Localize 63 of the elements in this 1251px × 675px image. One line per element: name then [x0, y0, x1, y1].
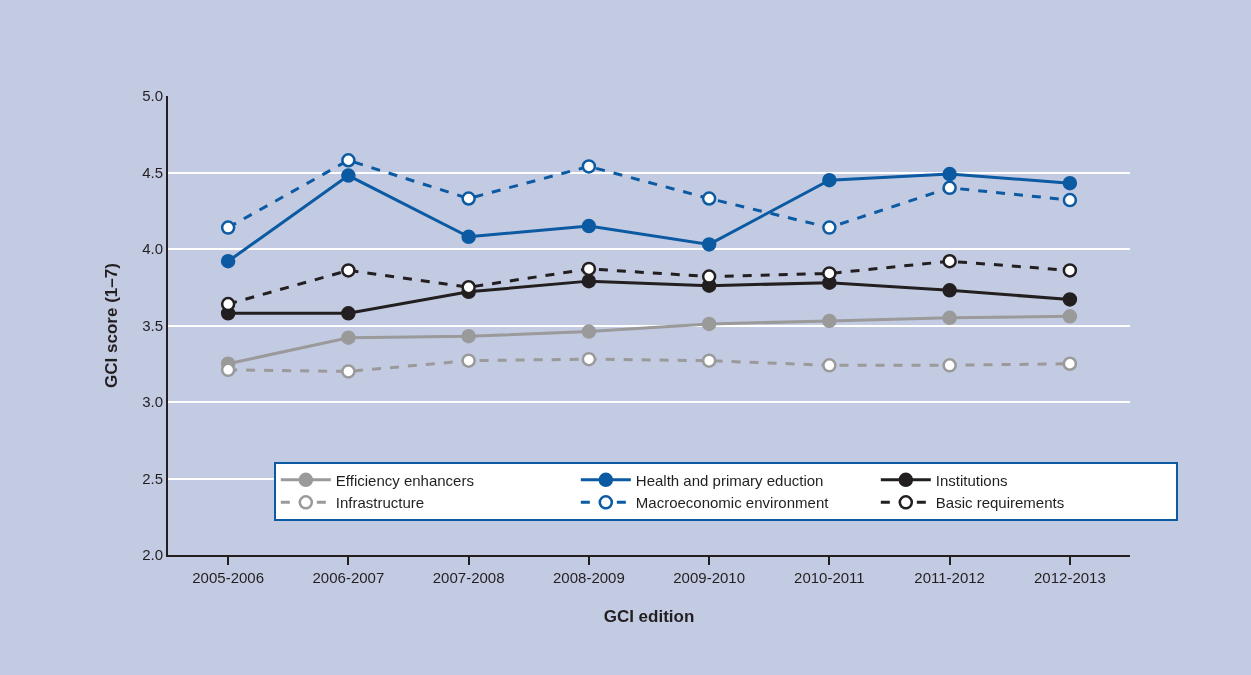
x-tick-label: 2007-2008	[432, 569, 505, 586]
point	[220, 220, 236, 235]
point	[341, 168, 356, 183]
point	[581, 324, 597, 339]
legend-label: Efficiency enhancers	[335, 471, 474, 489]
y-tick-label: 4.5	[142, 163, 163, 181]
legend-label: Institutions	[935, 471, 1008, 489]
legend-label: Infrastructure	[335, 494, 425, 512]
point	[1062, 309, 1078, 324]
point	[942, 358, 957, 373]
point	[822, 220, 837, 235]
point	[461, 191, 476, 206]
x-tick-label: 2010-2011	[794, 569, 865, 586]
point	[341, 263, 356, 278]
point	[701, 237, 717, 252]
point	[461, 353, 476, 368]
x-axis-title: GCI edition	[603, 606, 695, 626]
point	[581, 218, 597, 234]
y-tick-label: 5.0	[142, 87, 163, 105]
point	[1062, 192, 1078, 208]
point	[341, 364, 356, 379]
x-tick-label: 2012-2013	[1034, 569, 1106, 586]
y-tick-label: 3.0	[142, 393, 163, 411]
point	[341, 306, 356, 321]
point	[701, 316, 717, 332]
point	[822, 358, 837, 373]
x-tick-label: 2009-2010	[673, 569, 745, 586]
legend-label: Macroeconomic environment	[635, 494, 830, 512]
point	[581, 261, 597, 277]
y-tick-label: 2.0	[142, 546, 163, 564]
legend-label: Basic requirements	[935, 494, 1065, 512]
point	[942, 180, 957, 196]
point	[701, 191, 717, 206]
point	[220, 253, 236, 269]
point	[1062, 292, 1078, 307]
point	[942, 253, 957, 269]
point	[1062, 175, 1078, 191]
point	[942, 283, 957, 298]
point	[461, 328, 476, 344]
point	[822, 172, 837, 188]
x-tick-label: 2011-2012	[914, 569, 985, 586]
x-tick-label: 2006-2007	[312, 569, 385, 586]
point	[942, 166, 957, 182]
point	[1062, 263, 1078, 278]
y-axis-title: GCI score (1–7)	[102, 263, 122, 388]
y-tick-label: 3.5	[142, 316, 163, 334]
point	[701, 269, 717, 284]
y-tick-label: 2.5	[142, 469, 163, 487]
legend-label: Health and primary eduction	[635, 471, 824, 489]
point	[581, 351, 597, 367]
y-tick-label: 4.0	[142, 240, 163, 258]
point	[461, 229, 476, 244]
point	[1062, 356, 1078, 371]
point	[822, 266, 837, 281]
point	[822, 313, 837, 329]
point	[581, 273, 597, 289]
point	[701, 353, 717, 368]
point	[942, 310, 957, 326]
point	[341, 330, 356, 345]
x-tick-label: 2005-2006	[192, 569, 264, 586]
point	[341, 153, 356, 168]
point	[581, 159, 597, 174]
x-tick-label: 2008-2009	[553, 569, 625, 586]
